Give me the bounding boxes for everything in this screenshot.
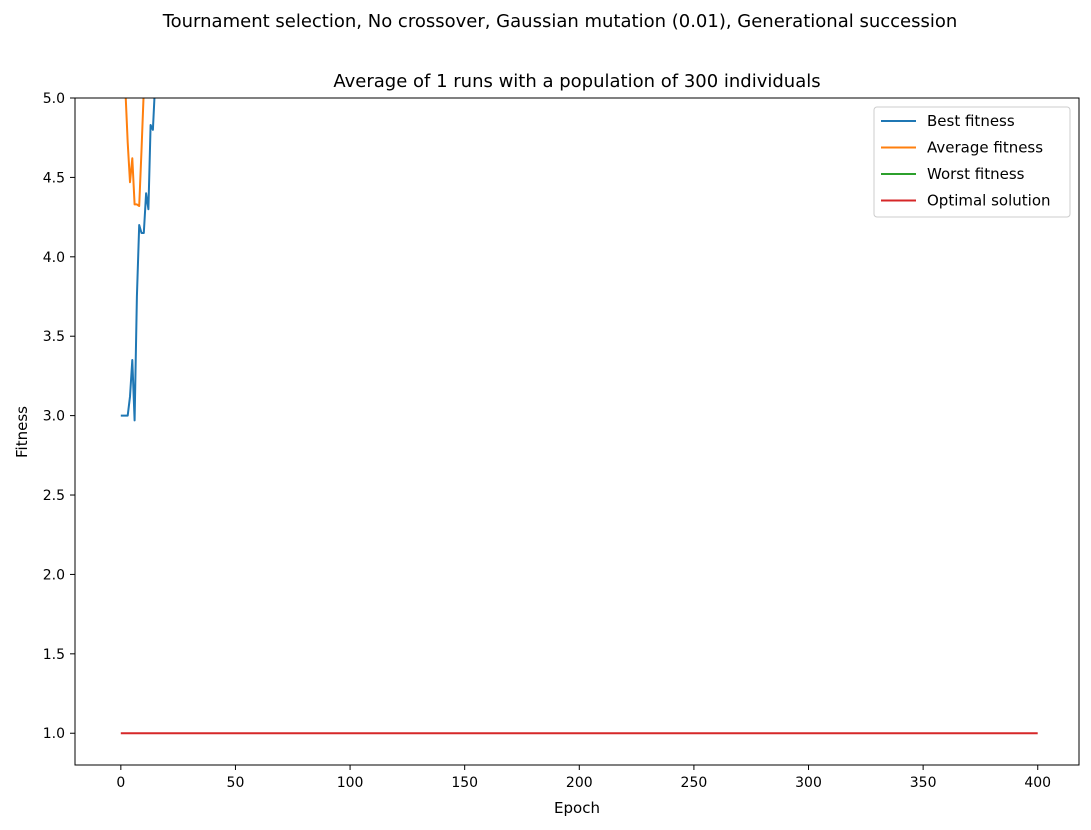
x-tick-label: 400 [1024, 775, 1051, 791]
y-tick-label: 2.0 [43, 567, 65, 583]
y-tick-label: 4.0 [43, 250, 65, 266]
chart-title: Average of 1 runs with a population of 3… [333, 71, 820, 92]
x-tick-label: 150 [451, 775, 478, 791]
legend-label-best-fitness: Best fitness [927, 112, 1015, 130]
x-tick-label: 200 [566, 775, 593, 791]
legend-label-worst-fitness: Worst fitness [927, 165, 1025, 183]
series-line-best-fitness [120, 98, 156, 422]
y-tick-label: 4.5 [43, 170, 65, 186]
x-axis-ticks: 0 50 100 150 200 250 300 350 400 [116, 765, 1051, 791]
y-axis-label: Fitness [13, 406, 31, 458]
series-layer [120, 98, 1038, 735]
x-tick-label: 50 [227, 775, 245, 791]
series-line-average-fitness [124, 98, 145, 207]
y-tick-label: 3.0 [43, 409, 65, 425]
y-tick-label: 5.0 [43, 91, 65, 107]
y-tick-label: 1.5 [43, 647, 65, 663]
legend-box [873, 106, 1071, 218]
y-tick-label: 2.5 [43, 488, 65, 504]
figure-suptitle: Tournament selection, No crossover, Gaus… [162, 11, 958, 32]
y-tick-label: 1.0 [43, 726, 65, 742]
x-tick-label: 250 [681, 775, 708, 791]
legend-label-average-fitness: Average fitness [927, 139, 1043, 157]
x-tick-label: 350 [910, 775, 937, 791]
x-tick-label: 100 [337, 775, 364, 791]
x-tick-label: 0 [116, 775, 125, 791]
plot-frame [74, 97, 1080, 766]
legend: Best fitness Average fitness Worst fitness… [873, 106, 1071, 218]
y-axis-ticks: 1.0 1.5 2.0 2.5 3.0 3.5 4.0 4.5 5.0 [43, 91, 75, 742]
x-axis-label: Epoch [554, 799, 600, 817]
legend-label-optimal-solution: Optimal solution [927, 192, 1051, 210]
x-tick-label: 300 [795, 775, 822, 791]
y-tick-label: 3.5 [43, 329, 65, 345]
